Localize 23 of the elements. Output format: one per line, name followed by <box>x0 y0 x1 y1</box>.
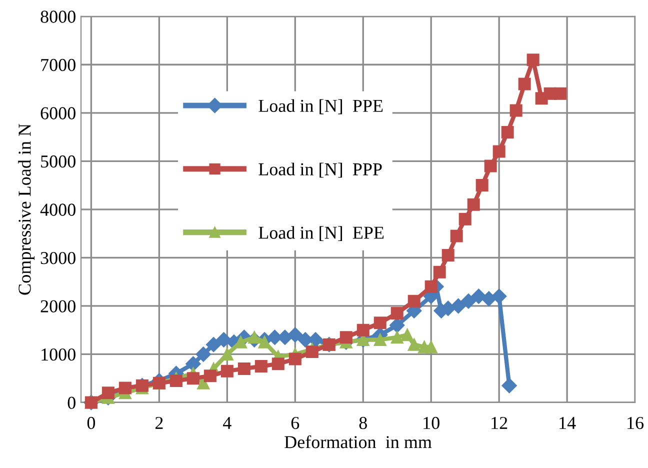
y-tick-label: 7000 <box>41 58 76 72</box>
y-tick-label: 3000 <box>40 252 76 264</box>
legend-label: Load in [N] PPE <box>258 99 383 114</box>
y-tick-label: 0 <box>68 396 76 409</box>
legend-label: Load in [N] EPE <box>258 226 384 242</box>
y-axis-title: Compressive Load in N <box>18 124 34 295</box>
x-tick-label: 10 <box>424 416 440 430</box>
legend-label: Load in [N] PPP <box>258 162 382 178</box>
x-tick-label: 16 <box>628 416 644 430</box>
y-tick-label: 4000 <box>40 204 76 216</box>
x-tick-label: 12 <box>492 416 508 429</box>
x-tick-label: 14 <box>560 416 576 429</box>
x-tick-label: 0 <box>87 416 96 430</box>
y-tick-label: 2000 <box>40 300 76 312</box>
x-tick-label: 6 <box>291 416 300 430</box>
y-tick-label: 6000 <box>40 107 76 120</box>
x-tick-label: 2 <box>155 416 163 429</box>
y-tick-label: 5000 <box>41 155 76 168</box>
x-tick-label: 8 <box>359 416 367 430</box>
y-tick-label: 1000 <box>42 348 76 361</box>
x-tick-label: 4 <box>222 417 232 429</box>
y-tick-label: 8000 <box>40 10 76 23</box>
x-axis-title: Deformation in mm <box>284 435 432 448</box>
